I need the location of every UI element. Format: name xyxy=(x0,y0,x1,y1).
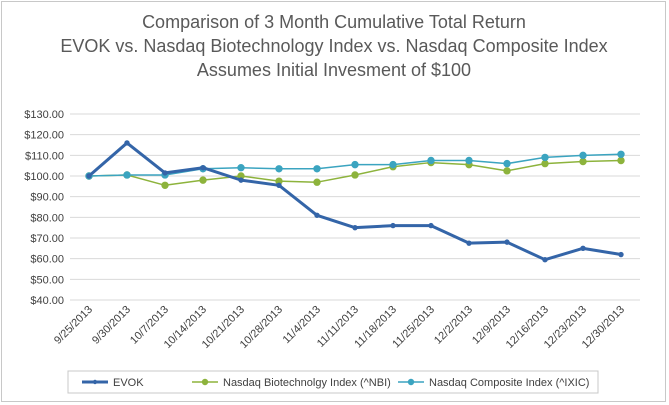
data-point xyxy=(579,151,587,160)
y-tick-label: $90.00 xyxy=(30,192,64,204)
y-tick-label: $50.00 xyxy=(30,274,64,286)
legend-box xyxy=(67,370,599,394)
y-axis-ticks: $40.00 $50.00 $60.00 $70.00 $80.00 $90.00 $100… xyxy=(24,109,64,307)
y-tick-label: $40.00 xyxy=(30,295,64,307)
data-point xyxy=(617,150,625,159)
data-point xyxy=(275,165,283,173)
data-point xyxy=(541,159,549,168)
data-point xyxy=(390,222,396,229)
x-tick-label: 12/2/2013 xyxy=(432,304,475,347)
data-point xyxy=(428,222,434,229)
data-point xyxy=(352,224,358,231)
data-point xyxy=(542,257,548,263)
data-point xyxy=(389,160,397,169)
y-tick-label: $130.00 xyxy=(24,109,64,121)
legend: EVOK Nasdaq Biotechnolgy Index (^NBI) Nasd… xyxy=(67,370,599,394)
title-line-3: Assumes Initial Invesment of $100 xyxy=(197,60,471,80)
data-point xyxy=(162,170,168,176)
legend-marker xyxy=(201,378,209,386)
y-tick-label: $60.00 xyxy=(30,254,64,266)
gridlines xyxy=(70,113,640,301)
series-1 xyxy=(85,156,625,190)
y-tick-label: $70.00 xyxy=(30,233,64,245)
data-point xyxy=(580,245,586,252)
data-point xyxy=(504,239,510,245)
data-point xyxy=(238,177,244,183)
data-point xyxy=(503,159,511,168)
data-point xyxy=(313,178,321,186)
y-tick-label: $110.00 xyxy=(25,150,64,162)
x-axis-ticks: 9/25/20139/30/201310/7/201310/14/201310/… xyxy=(52,304,627,351)
y-tick-label: $120.00 xyxy=(24,130,64,142)
data-point xyxy=(313,165,321,173)
series-lines xyxy=(85,140,625,263)
data-point xyxy=(276,182,282,189)
legend-label: Nasdaq Biotechnolgy Index (^NBI) xyxy=(223,377,391,389)
legend-label: Nasdaq Composite Index (^IXIC) xyxy=(429,377,589,389)
data-point xyxy=(579,157,587,166)
data-point xyxy=(161,181,169,190)
y-tick-label: $100.00 xyxy=(24,171,64,183)
title-line-1: Comparison of 3 Month Cumulative Total R… xyxy=(142,12,526,32)
data-point xyxy=(123,171,131,179)
legend-label: EVOK xyxy=(113,377,144,389)
data-point xyxy=(86,173,92,179)
y-tick-label: $80.00 xyxy=(30,212,64,224)
data-point xyxy=(427,156,435,165)
title-line-2: EVOK vs. Nasdaq Biotechnology Index vs. … xyxy=(60,36,607,56)
data-point xyxy=(541,153,549,162)
data-point xyxy=(503,167,511,175)
data-point xyxy=(617,156,625,165)
chart-title: Comparison of 3 Month Cumulative Total R… xyxy=(60,12,607,80)
data-point xyxy=(466,240,472,246)
series-0 xyxy=(86,140,624,263)
data-point xyxy=(314,212,320,218)
x-tick-label: 9/30/2013 xyxy=(90,304,133,347)
series-2 xyxy=(85,150,625,180)
data-point xyxy=(465,156,473,165)
legend-marker xyxy=(407,378,415,386)
data-point xyxy=(237,164,245,172)
data-point xyxy=(200,165,206,171)
data-point xyxy=(351,160,359,169)
data-point xyxy=(124,140,130,146)
legend-marker xyxy=(92,379,98,385)
series-line xyxy=(88,141,622,262)
data-point xyxy=(199,176,207,184)
data-point xyxy=(618,251,624,258)
x-tick-label: 9/25/2013 xyxy=(52,304,95,347)
data-point xyxy=(351,171,359,179)
